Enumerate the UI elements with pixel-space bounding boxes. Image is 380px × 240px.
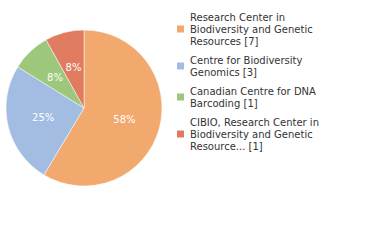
svg-text:Research Center in: Research Center in — [190, 12, 285, 23]
svg-text:8%: 8% — [47, 72, 63, 83]
svg-text:Biodiversity and Genetic: Biodiversity and Genetic — [190, 24, 313, 35]
svg-text:CIBIO, Research Center in: CIBIO, Research Center in — [190, 117, 319, 128]
svg-text:58%: 58% — [113, 114, 135, 125]
svg-text:Resource... [1]: Resource... [1] — [190, 141, 263, 152]
svg-text:25%: 25% — [32, 112, 54, 123]
svg-text:Genomics [3]: Genomics [3] — [190, 67, 257, 78]
svg-text:Barcoding [1]: Barcoding [1] — [190, 98, 258, 109]
svg-text:8%: 8% — [66, 62, 82, 73]
svg-text:Biodiversity and Genetic: Biodiversity and Genetic — [190, 129, 313, 140]
svg-text:Canadian Centre for DNA: Canadian Centre for DNA — [190, 86, 316, 97]
svg-text:Centre for Biodiversity: Centre for Biodiversity — [190, 55, 303, 66]
svg-text:Resources [7]: Resources [7] — [190, 36, 259, 47]
